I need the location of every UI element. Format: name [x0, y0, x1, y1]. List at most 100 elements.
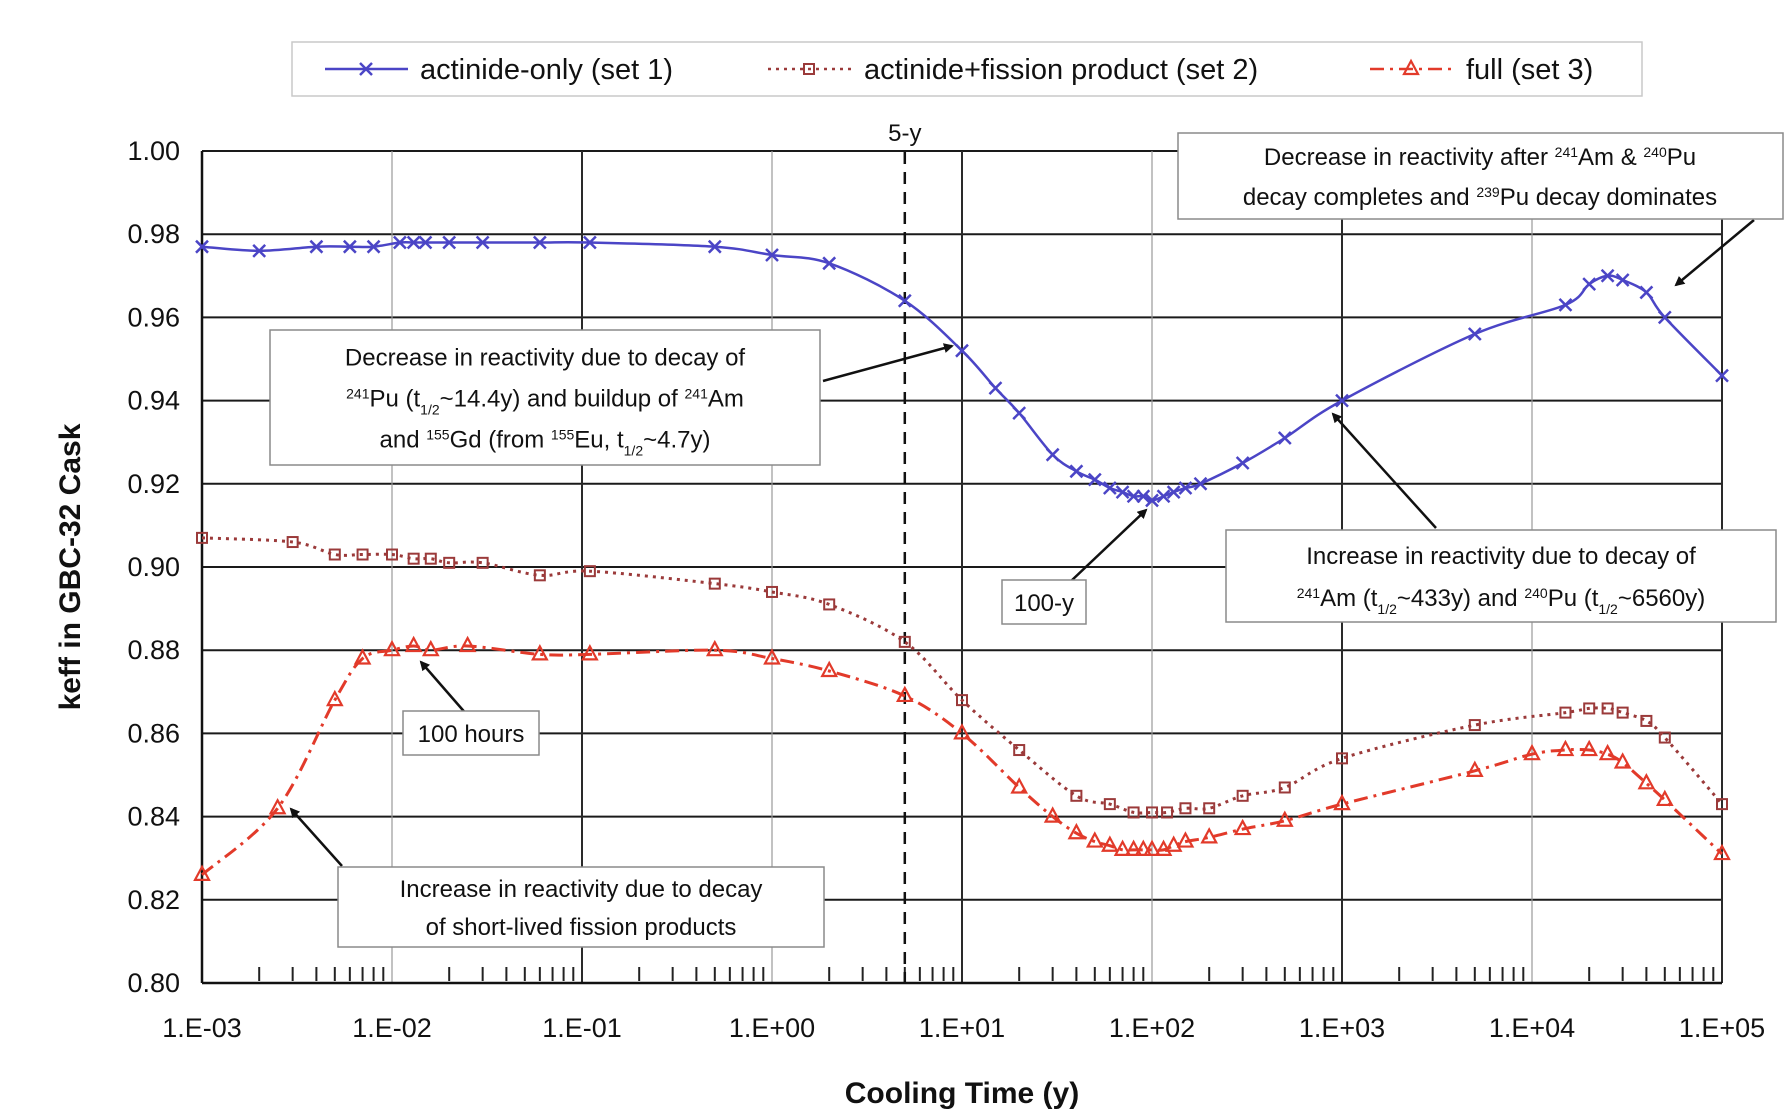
data-point — [1465, 760, 1484, 777]
annotation-ashort: Increase in reactivity due to decay of sh… — [289, 807, 825, 948]
data-point — [406, 235, 421, 250]
x-tick-label: 1.E+03 — [1299, 1013, 1385, 1043]
annotation-box — [269, 329, 821, 466]
data-point — [582, 235, 597, 250]
annotation-arrow — [289, 807, 343, 867]
data-point — [766, 585, 778, 598]
data-point — [1179, 802, 1192, 815]
data-point — [1402, 58, 1420, 76]
legend-label: full (set 3) — [1466, 54, 1593, 86]
annotation-a100y: 100-y — [1001, 508, 1148, 625]
data-point — [1069, 464, 1084, 479]
legend: actinide-only (set 1) actinide+fission pr… — [291, 41, 1643, 97]
data-point — [442, 235, 457, 250]
data-point — [353, 648, 372, 665]
legend-label: actinide-only (set 1) — [420, 54, 673, 86]
data-point — [1613, 752, 1632, 769]
data-point — [404, 635, 423, 653]
data-point — [1146, 806, 1158, 819]
data-point — [1637, 772, 1656, 790]
data-point — [366, 239, 381, 254]
annotation-line: 241Pu (t1/2~14.4y) and buildup of 241Am — [346, 386, 744, 418]
data-point — [1085, 831, 1104, 848]
data-point — [1235, 456, 1250, 470]
series-1 — [195, 235, 1729, 508]
y-tick-label: 0.92 — [127, 469, 180, 499]
data-point — [1601, 702, 1614, 715]
x-tick-label: 1.E+00 — [729, 1013, 815, 1043]
data-point — [532, 235, 547, 250]
data-point — [1336, 752, 1348, 765]
data-point — [705, 639, 724, 657]
x-tick-label: 1.E+05 — [1679, 1013, 1765, 1043]
y-tick-label: 0.84 — [127, 802, 180, 832]
data-point — [1713, 843, 1731, 861]
legend-box — [291, 41, 1643, 97]
data-point — [328, 548, 341, 561]
data-point — [359, 62, 373, 76]
annotation-arrow — [1674, 219, 1755, 287]
series-line — [201, 644, 1724, 876]
data-point — [1203, 802, 1216, 815]
annotation-adecay: Decrease in reactivity after 241Am & 240… — [1177, 132, 1784, 287]
annotation-arrow — [822, 343, 954, 383]
data-point — [1236, 789, 1249, 802]
legend-label: actinide+fission product (set 2) — [864, 54, 1258, 86]
data-point — [1658, 731, 1671, 744]
annotation-aincrease: Increase in reactivity due to decay of 24… — [1225, 412, 1777, 623]
annotations: Decrease in reactivity due to decay of 24… — [269, 132, 1784, 948]
annotation-line: and 155Gd (from 155Eu, t1/2~4.7y) — [380, 427, 711, 459]
data-point — [956, 694, 968, 707]
data-point — [476, 556, 489, 569]
y-tick-label: 0.96 — [127, 302, 180, 332]
data-point — [1045, 447, 1060, 462]
legend-entry: actinide-only (set 1) — [325, 54, 673, 86]
y-tick-label: 0.94 — [127, 386, 180, 416]
data-point — [1087, 472, 1102, 487]
legend-entry: full (set 3) — [1370, 54, 1593, 86]
x-tick-label: 1.E+04 — [1489, 1013, 1575, 1043]
data-point — [1176, 831, 1195, 848]
annotation-box — [1177, 132, 1784, 220]
annotation-box — [1225, 529, 1777, 623]
data-point — [1467, 327, 1482, 341]
data-point — [1582, 277, 1597, 292]
data-point — [195, 239, 209, 254]
annotation-box — [402, 710, 540, 756]
data-point — [898, 635, 911, 648]
data-point — [252, 243, 267, 258]
data-point — [1558, 298, 1573, 312]
annotation-line: 241Am (t1/2~433y) and 240Pu (t1/2~6560y) — [1297, 585, 1706, 617]
data-point — [1164, 835, 1183, 852]
data-point — [356, 548, 369, 561]
data-point — [1113, 839, 1132, 856]
data-point — [1010, 777, 1029, 794]
data-point — [1333, 793, 1351, 811]
legend-entry: actinide+fission product (set 2) — [768, 54, 1258, 86]
data-point — [1580, 739, 1599, 757]
data-point — [1716, 798, 1728, 811]
data-point — [1012, 406, 1027, 420]
data-point — [823, 598, 836, 611]
data-point — [1102, 481, 1117, 495]
reference-line-label: 5-y — [888, 120, 921, 147]
y-tick-label: 0.82 — [127, 885, 180, 915]
data-point — [1335, 393, 1349, 408]
tick-labels: 0.80 0.82 0.84 0.86 0.88 0.90 0.92 0.94 0.96 0.98… — [127, 136, 1765, 1043]
data-point — [1115, 485, 1130, 500]
data-point — [708, 577, 721, 590]
data-point — [1101, 835, 1119, 852]
data-point — [1134, 839, 1153, 856]
annotation-arrow — [1331, 412, 1437, 529]
y-tick-label: 1.00 — [127, 136, 180, 166]
data-point — [1178, 481, 1193, 495]
data-point — [443, 556, 456, 569]
data-point — [386, 548, 398, 561]
data-point — [424, 552, 437, 565]
data-point — [458, 635, 477, 653]
x-axis-title: Cooling Time (y) — [845, 1077, 1079, 1110]
data-point — [1127, 806, 1140, 819]
annotation-line: of short-lived fission products — [426, 914, 737, 941]
data-point — [1600, 268, 1615, 283]
data-point — [1655, 789, 1674, 807]
